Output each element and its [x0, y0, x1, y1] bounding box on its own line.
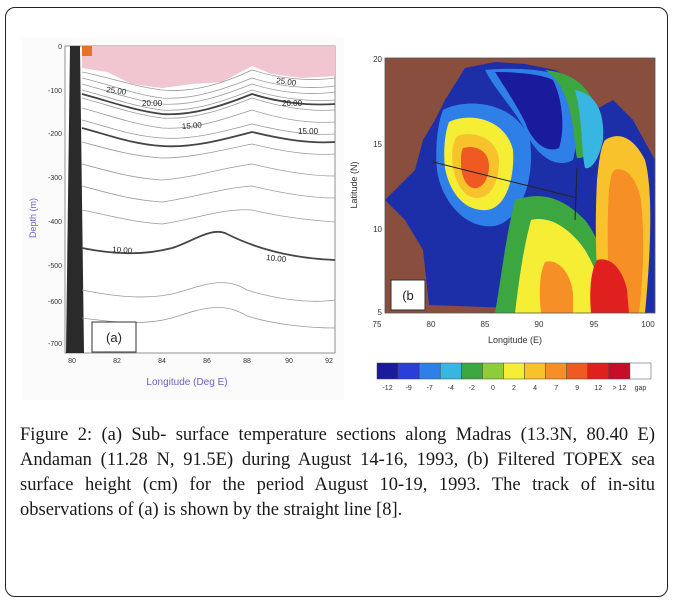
colorbar-swatch [461, 362, 483, 380]
colorbar-label: -9 [405, 385, 411, 392]
colorbar-swatch [482, 362, 504, 380]
x-tick-label: 75 [373, 320, 382, 329]
colorbar-label: 12 [594, 385, 602, 392]
figure-caption: Figure 2: (a) Sub- surface temperature s… [20, 425, 655, 520]
x-tick-label: 92 [325, 358, 333, 365]
colorbar-label: 9 [575, 385, 579, 392]
y-tick-label: 5 [378, 308, 383, 317]
y-tick-label: -400 [48, 219, 62, 226]
colorbar-swatch [566, 362, 589, 380]
colorbar-label: gap [635, 385, 647, 392]
y-tick-label: -500 [48, 263, 62, 270]
x-tick-label: 88 [243, 358, 251, 365]
y-tick-label: -700 [48, 341, 62, 348]
x-tick-label: 82 [113, 358, 121, 365]
x-tick-label: 84 [158, 358, 166, 365]
x-tick-label: 85 [481, 320, 490, 329]
panel-a-label: (a) [106, 330, 122, 345]
x-tick-label: 86 [203, 358, 211, 365]
colorbar-swatch [397, 362, 420, 380]
colorbar-label: > 12 [612, 385, 626, 392]
colorbar-label: -7 [427, 385, 433, 392]
contour-label: 15.00 [182, 121, 203, 131]
y-tick-label: -300 [48, 175, 62, 182]
x-tick-label: 90 [285, 358, 293, 365]
colorbar-swatch [439, 362, 462, 380]
colorbar-label: -12 [382, 385, 392, 392]
x-tick-label: 80 [427, 320, 436, 329]
x-tick-label: 80 [68, 358, 76, 365]
colorbar-swatch [608, 362, 631, 380]
y-tick-label: 20 [373, 55, 382, 64]
colorbar-label: 2 [512, 385, 516, 392]
x-tick-label: 90 [535, 320, 544, 329]
y-tick-label: -600 [48, 299, 62, 306]
y-tick-label: -200 [48, 131, 62, 138]
contour-label: 25.00 [276, 76, 298, 88]
contour-label: 10.00 [112, 245, 133, 255]
y-tick-label: -100 [48, 88, 62, 95]
colorbar-swatch [545, 362, 567, 380]
y-tick-label: 15 [373, 140, 382, 149]
colorbar-swatch [418, 362, 441, 380]
contour-label: 10.00 [266, 253, 287, 264]
colorbar-label: 4 [533, 385, 537, 392]
colorbar-swatch [629, 362, 652, 380]
panel-b-label: (b [402, 288, 414, 303]
y-tick-label: 0 [58, 44, 62, 51]
colorbar-swatch [376, 362, 399, 380]
x-tick-label: 100 [641, 320, 655, 329]
panel-b-ssh-map: (b 20 15 10 5 Latitude (N) 75 80 85 90 9… [349, 55, 656, 392]
colorbar-swatch [503, 362, 525, 380]
colorbar: -12 -9 -7 -4 -2 0 2 4 7 9 12 > 12 gap [376, 362, 652, 392]
colorbar-label: 0 [491, 385, 495, 392]
y-axis-label: Depth (m) [28, 198, 38, 238]
colorbar-swatch [524, 362, 546, 380]
y-axis-label: Latitude (N) [349, 161, 359, 208]
x-tick-label: 95 [590, 320, 599, 329]
x-axis-label: Longitude (Deg E) [146, 377, 227, 388]
contour-label: 20.00 [282, 99, 303, 108]
colorbar-label: 7 [554, 385, 558, 392]
colorbar-label: -4 [448, 385, 454, 392]
contour-label: 20.00 [142, 99, 163, 108]
contour-label: 25.00 [106, 85, 128, 97]
colorbar-label: -2 [469, 385, 475, 392]
y-tick-label: 10 [373, 225, 382, 234]
panel-a-temperature-section: 25.00 20.00 15.00 10.00 25.00 20.00 15.0… [22, 38, 344, 400]
colorbar-swatch [587, 362, 610, 380]
contour-label: 15.00 [298, 127, 319, 136]
x-axis-label: Longitude (E) [488, 335, 542, 345]
